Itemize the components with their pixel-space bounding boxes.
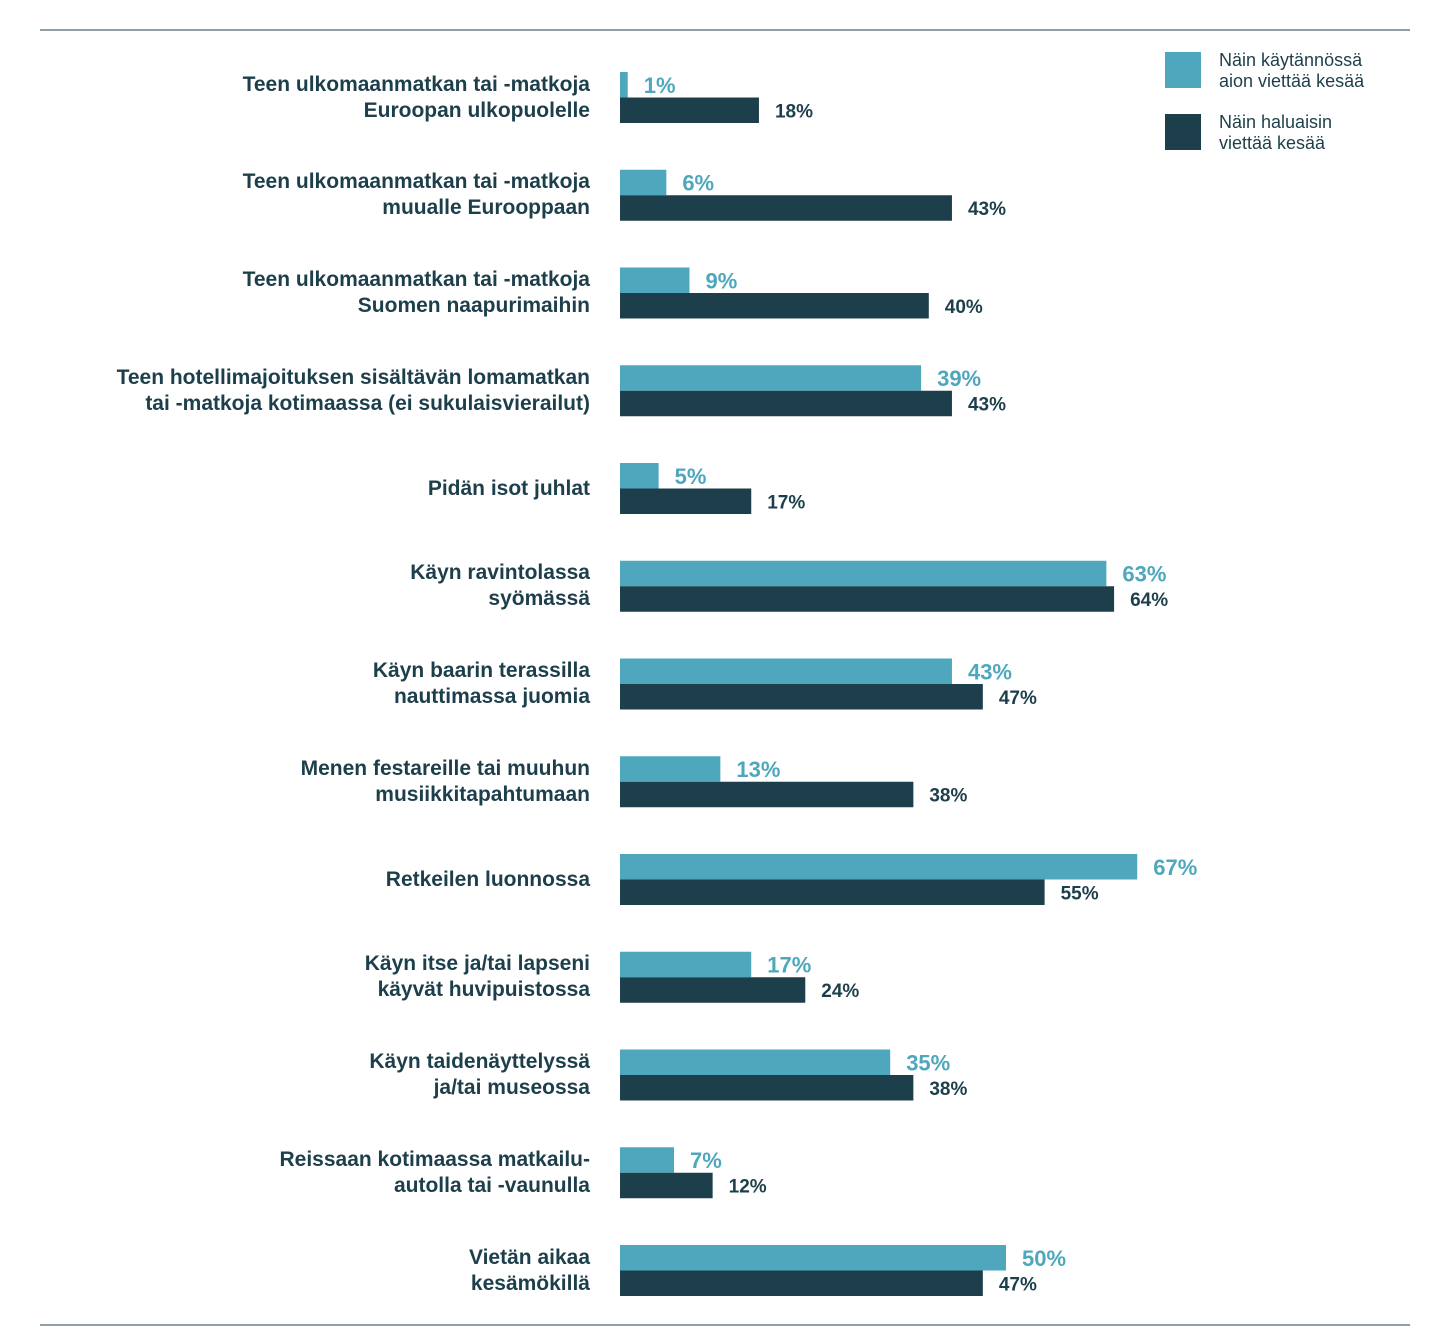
- category-label: Käyn baarin terassilla nauttimassa juomi…: [372, 659, 590, 708]
- bar: [620, 72, 628, 98]
- bar: [620, 293, 929, 319]
- value-label: 35%: [906, 1050, 950, 1075]
- bar: [620, 977, 806, 1003]
- value-label: 12%: [729, 1177, 767, 1198]
- bar: [620, 390, 952, 417]
- value-label: 47%: [999, 1274, 1037, 1295]
- category-label: Teen ulkomaanmatkan tai -matkoja Euroopa…: [242, 72, 590, 122]
- category-label: Pidän isot juhlat: [427, 476, 590, 500]
- bar: [620, 586, 1115, 612]
- value-label: 67%: [1153, 855, 1197, 880]
- category-label: Käyn taidenäyttelyssä ja/tai museossa: [369, 1050, 590, 1099]
- value-label: 43%: [968, 199, 1006, 220]
- value-label: 17%: [767, 953, 811, 978]
- bar: [620, 195, 952, 221]
- bar: [620, 1270, 983, 1296]
- value-label: 40%: [945, 297, 983, 318]
- value-label: 47%: [999, 688, 1037, 709]
- value-label: 38%: [929, 786, 967, 807]
- value-label: 43%: [968, 395, 1006, 416]
- bar: [620, 1075, 914, 1101]
- bar: [620, 684, 983, 710]
- value-label: 24%: [821, 981, 859, 1002]
- bar: [620, 781, 914, 808]
- category-label: Teen hotellimajoituksen sisältävän lomam…: [116, 365, 590, 415]
- value-label: 43%: [968, 659, 1012, 684]
- value-label: 9%: [705, 268, 737, 293]
- category-label: Käyn itse ja/tai lapseni käyvät huvipuis…: [364, 952, 590, 1002]
- value-label: 63%: [1122, 562, 1166, 587]
- value-label: 17%: [767, 492, 805, 513]
- bar: [620, 1172, 713, 1199]
- category-label: Käyn ravintolassa syömässä: [410, 561, 590, 611]
- value-label: 1%: [644, 73, 676, 98]
- value-label: 6%: [682, 171, 714, 196]
- value-label: 7%: [690, 1148, 722, 1173]
- category-label: Retkeilen luonnossa: [385, 867, 590, 891]
- category-label: Teen ulkomaanmatkan tai -matkoja muualle…: [242, 170, 590, 220]
- category-label: Menen festareille tai muuhun musiikkitap…: [300, 756, 590, 806]
- value-label: 39%: [937, 366, 981, 391]
- value-label: 13%: [736, 757, 780, 782]
- bar: [620, 488, 752, 514]
- category-label: Reissaan kotimaassa matkailu- autolla ta…: [279, 1147, 591, 1197]
- legend-label: Näin käytännössä aion viettää kesää: [1219, 50, 1365, 91]
- bar: [620, 658, 952, 684]
- bar: [620, 267, 690, 293]
- value-label: 55%: [1061, 883, 1099, 904]
- bar: [620, 463, 659, 489]
- bar: [620, 1245, 1006, 1271]
- value-label: 18%: [775, 101, 813, 122]
- bar: [620, 1049, 891, 1075]
- bar: [620, 97, 759, 123]
- value-label: 50%: [1022, 1246, 1066, 1271]
- legend-label: Näin haluaisin viettää kesää: [1219, 112, 1333, 153]
- bar: [620, 854, 1138, 880]
- category-label: Vietän aikaa kesämökillä: [468, 1245, 590, 1295]
- bar: [620, 879, 1045, 905]
- bar: [620, 951, 752, 978]
- bar: [620, 560, 1107, 587]
- value-label: 38%: [929, 1079, 967, 1100]
- value-label: 5%: [675, 464, 707, 489]
- bar: [620, 1147, 675, 1173]
- legend-swatch: [1165, 114, 1201, 150]
- bar: [620, 169, 667, 196]
- value-label: 64%: [1130, 590, 1168, 611]
- category-label: Teen ulkomaanmatkan tai -matkoja Suomen …: [242, 268, 590, 317]
- legend-swatch: [1165, 52, 1201, 88]
- bar: [620, 365, 922, 391]
- bar: [620, 756, 721, 782]
